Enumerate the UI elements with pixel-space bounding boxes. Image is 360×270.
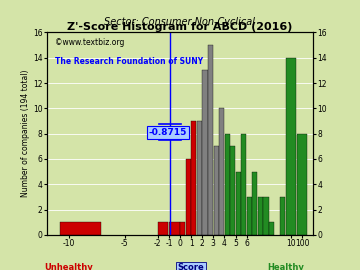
Text: -0.8715: -0.8715	[149, 128, 187, 137]
Bar	[158, 222, 168, 235]
Bar	[169, 222, 180, 235]
Bar	[208, 45, 213, 235]
Bar	[286, 58, 296, 235]
Bar	[241, 134, 246, 235]
Bar	[191, 121, 197, 235]
Bar	[297, 134, 307, 235]
Bar	[258, 197, 263, 235]
Text: Score: Score	[178, 263, 204, 270]
Text: Sector: Consumer Non-Cyclical: Sector: Consumer Non-Cyclical	[104, 17, 256, 27]
Text: Healthy: Healthy	[267, 263, 304, 270]
Bar	[236, 172, 241, 235]
Bar	[180, 222, 185, 235]
Bar	[264, 197, 269, 235]
Bar	[230, 146, 235, 235]
Bar	[202, 70, 207, 235]
Bar	[186, 159, 191, 235]
Bar	[252, 172, 257, 235]
Text: ©www.textbiz.org: ©www.textbiz.org	[55, 39, 124, 48]
Bar	[225, 134, 230, 235]
Bar	[280, 197, 285, 235]
Title: Z'-Score Histogram for ABCD (2016): Z'-Score Histogram for ABCD (2016)	[67, 22, 293, 32]
Bar	[269, 222, 274, 235]
Bar	[213, 146, 219, 235]
Bar	[60, 222, 100, 235]
Bar	[247, 197, 252, 235]
Y-axis label: Number of companies (194 total): Number of companies (194 total)	[21, 70, 30, 197]
Text: The Research Foundation of SUNY: The Research Foundation of SUNY	[55, 57, 203, 66]
Bar	[219, 108, 224, 235]
Text: Unhealthy: Unhealthy	[45, 263, 93, 270]
Bar	[197, 121, 202, 235]
